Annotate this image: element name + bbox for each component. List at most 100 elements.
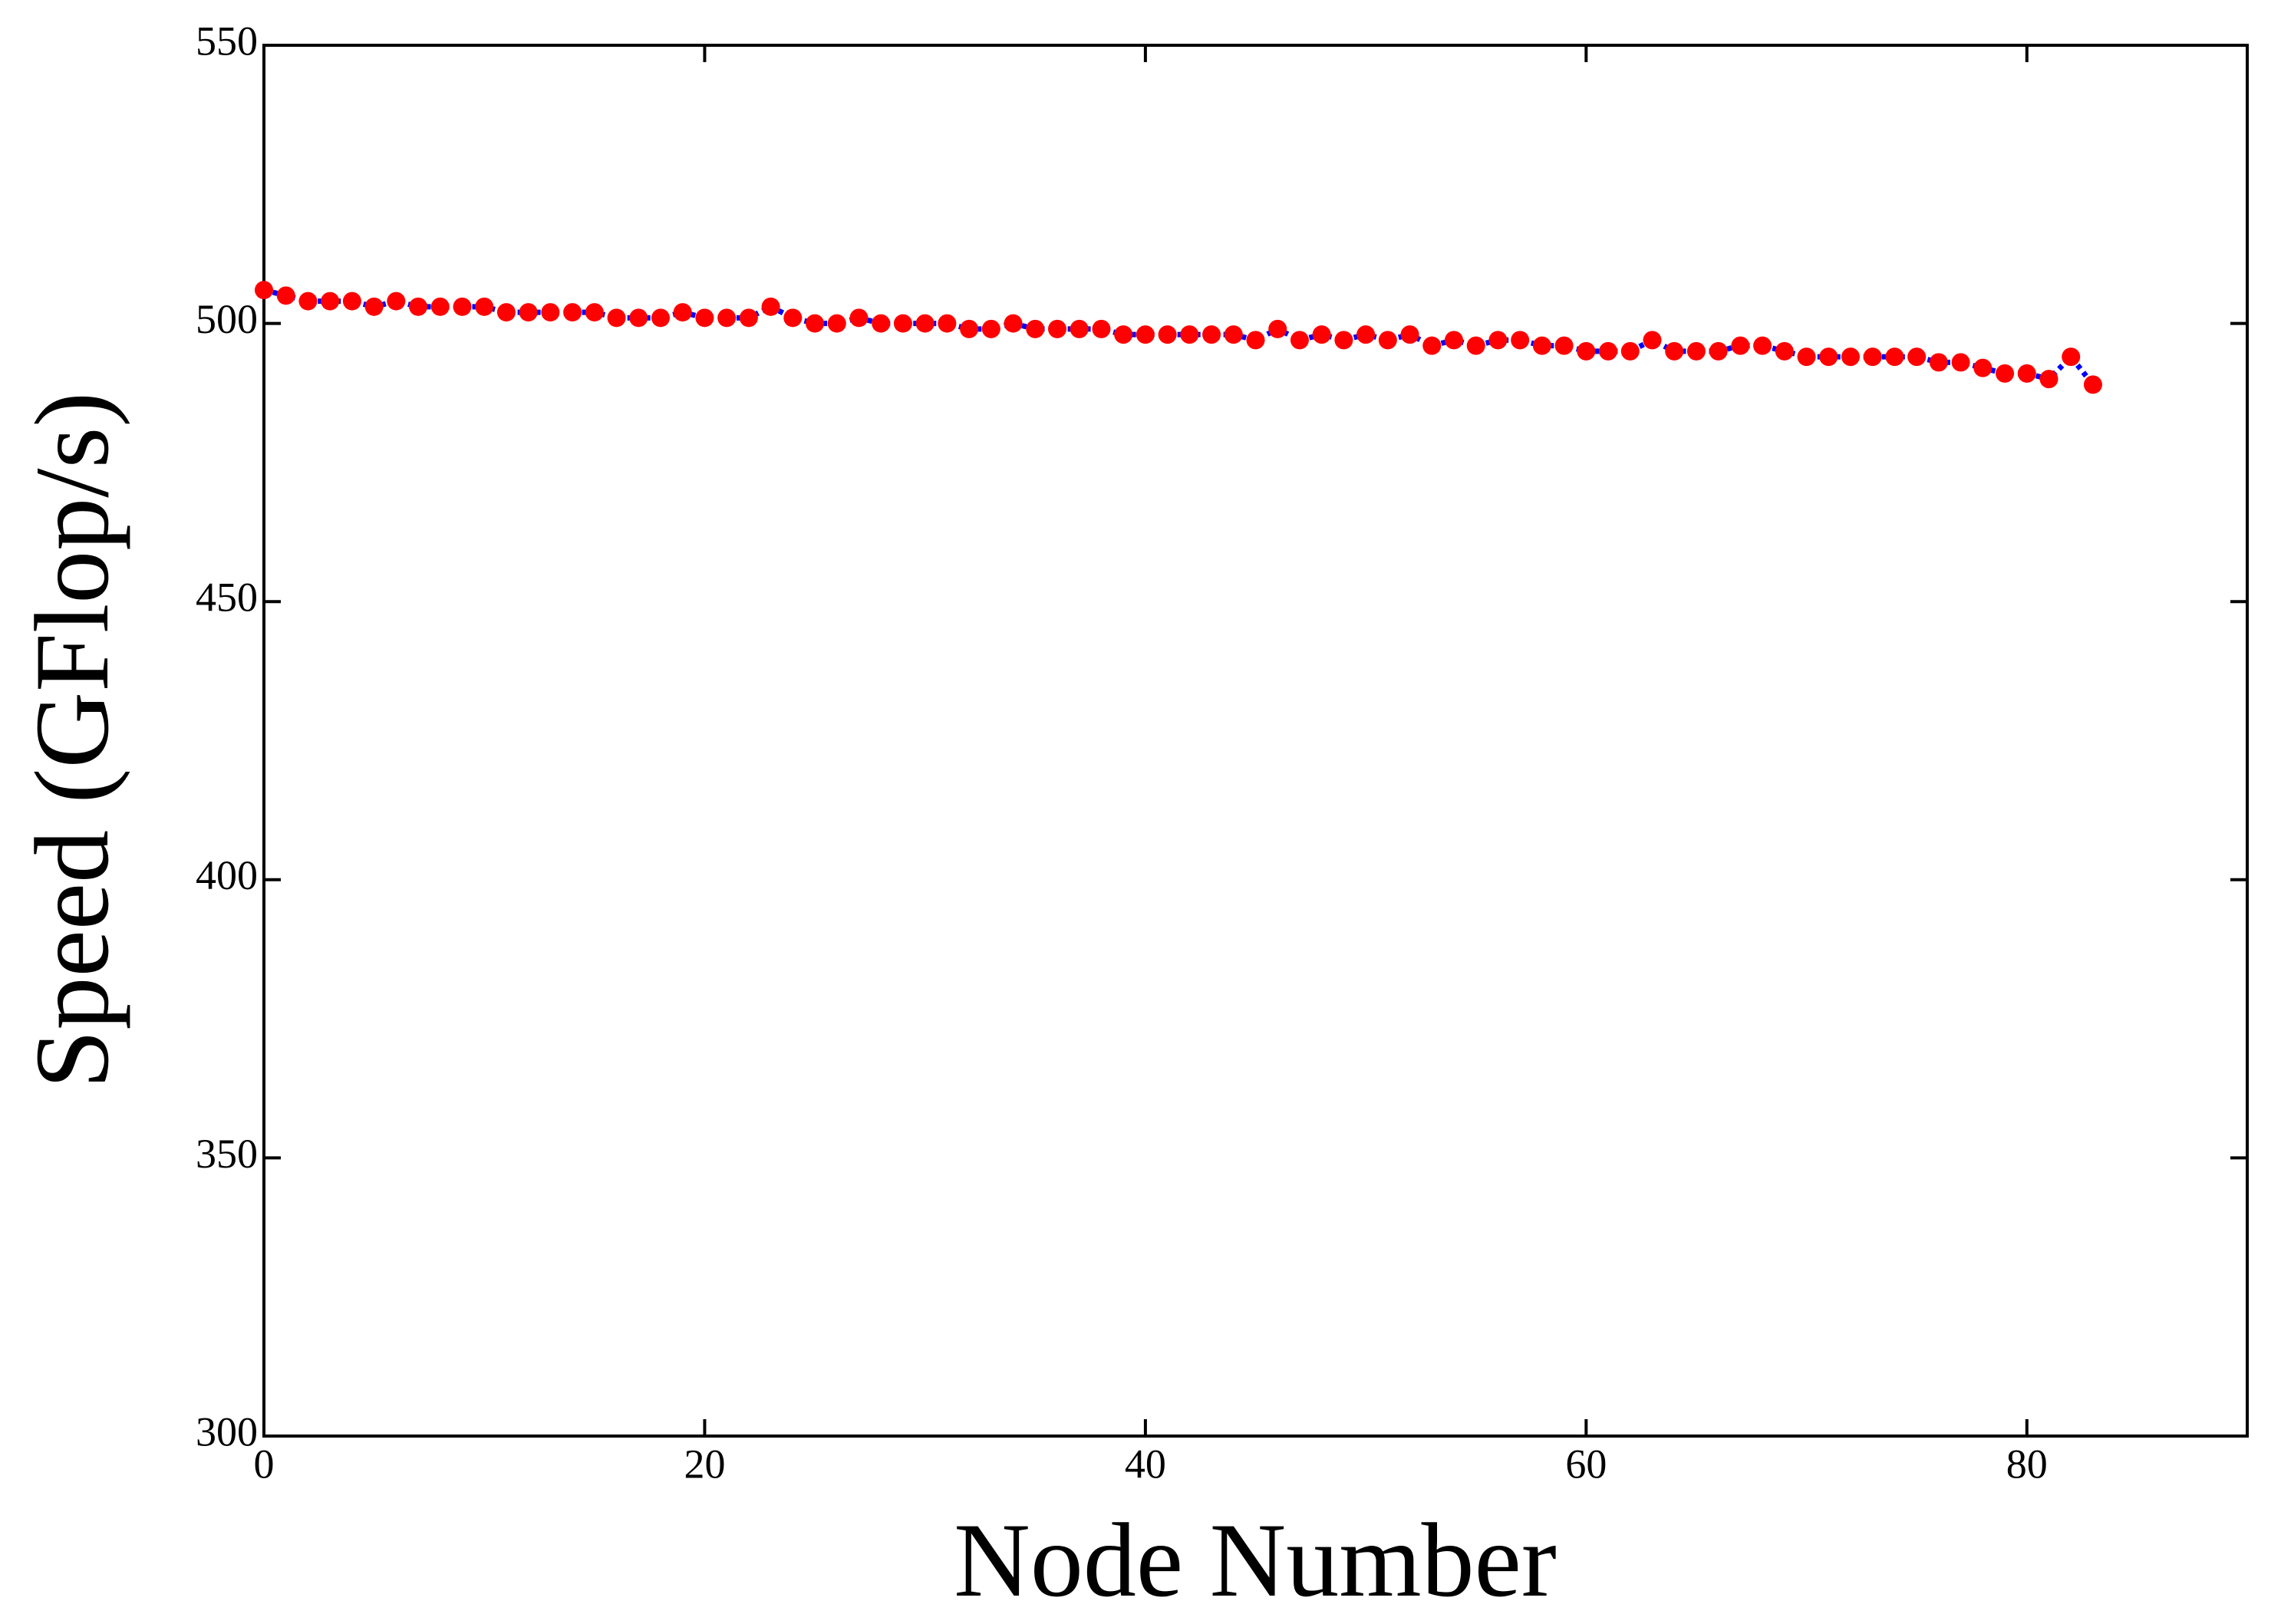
data-point <box>2017 364 2036 383</box>
data-point <box>1114 325 1133 344</box>
data-point <box>1511 331 1530 350</box>
data-point <box>1929 353 1948 372</box>
data-point <box>1686 341 1706 361</box>
y-tick-label: 400 <box>196 852 258 898</box>
data-point <box>960 319 979 338</box>
data-point <box>607 308 626 328</box>
data-point <box>2062 348 2081 367</box>
plot-frame <box>262 44 2249 1438</box>
data-point <box>1841 348 1860 367</box>
x-tick-label: 60 <box>1565 1441 1607 1487</box>
data-point <box>827 314 846 333</box>
data-point <box>2083 375 2102 394</box>
data-point <box>1356 325 1376 344</box>
data-point <box>1246 331 1265 350</box>
data-point <box>1996 364 2015 383</box>
data-point <box>739 308 758 328</box>
data-point <box>1224 325 1243 344</box>
data-point <box>938 314 957 333</box>
data-point <box>276 286 295 305</box>
data-point <box>1819 348 1838 367</box>
data-point <box>1907 348 1927 367</box>
data-point <box>1577 341 1596 361</box>
y-axis-title: Speed (GFlop/s) <box>13 392 130 1089</box>
data-point <box>364 297 384 316</box>
data-point <box>849 308 869 328</box>
data-point <box>430 297 450 316</box>
data-point <box>453 297 472 316</box>
data-point <box>541 303 560 322</box>
data-point <box>783 308 803 328</box>
data-point <box>629 308 648 328</box>
data-point <box>1885 348 1904 367</box>
x-tick-label: 0 <box>254 1441 275 1487</box>
data-point <box>496 303 516 322</box>
y-tick-label: 450 <box>196 575 258 621</box>
data-point <box>1599 341 1618 361</box>
data-point <box>761 297 780 316</box>
data-point <box>1202 325 1221 344</box>
data-point <box>1445 331 1463 350</box>
data-point <box>1620 341 1640 361</box>
data-point <box>893 314 912 333</box>
data-point <box>695 308 714 328</box>
data-point <box>981 319 1000 338</box>
y-tick-label: 350 <box>196 1131 258 1177</box>
data-point <box>1268 319 1287 338</box>
x-tick-label: 80 <box>2006 1441 2048 1487</box>
data-line <box>263 287 2095 387</box>
data-point <box>1665 341 1684 361</box>
data-point <box>1554 336 1574 355</box>
data-point <box>1004 314 1023 333</box>
data-point <box>1488 331 1508 350</box>
data-point <box>475 297 494 316</box>
data-point <box>1951 353 1970 372</box>
data-point <box>651 308 670 328</box>
data-point <box>563 303 582 322</box>
data-point <box>1731 336 1750 355</box>
data-point <box>342 292 361 311</box>
data-point <box>1863 348 1882 367</box>
data-point <box>1753 336 1772 355</box>
data-point <box>1290 331 1309 350</box>
data-point <box>1973 358 1993 377</box>
data-point <box>387 292 406 311</box>
y-tick-label: 550 <box>196 18 258 64</box>
data-point <box>1797 348 1816 367</box>
data-point <box>1643 331 1662 350</box>
data-point <box>1092 319 1111 338</box>
data-point <box>2039 370 2059 389</box>
data-point <box>585 303 604 322</box>
data-point <box>806 314 825 333</box>
data-point <box>1334 331 1353 350</box>
x-tick-label: 40 <box>1125 1441 1166 1487</box>
data-point <box>1378 331 1397 350</box>
data-point <box>1400 325 1419 344</box>
data-point <box>1466 336 1485 355</box>
data-point <box>1709 341 1728 361</box>
data-point <box>1180 325 1199 344</box>
x-axis-title: Node Number <box>954 1501 1557 1619</box>
data-point <box>1775 341 1794 361</box>
x-tick-label: 20 <box>684 1441 725 1487</box>
data-point <box>1136 325 1155 344</box>
data-point <box>1422 336 1442 355</box>
data-point <box>1048 319 1066 338</box>
data-point <box>1312 325 1331 344</box>
data-point <box>1026 319 1045 338</box>
data-point <box>872 314 891 333</box>
y-tick-label: 300 <box>196 1408 258 1454</box>
data-point <box>1158 325 1177 344</box>
data-point <box>915 314 934 333</box>
data-point <box>409 297 428 316</box>
data-point <box>298 292 318 311</box>
y-tick-label: 500 <box>196 296 258 342</box>
data-point <box>321 292 340 311</box>
data-point <box>519 303 538 322</box>
data-point <box>1070 319 1089 338</box>
data-point <box>673 303 692 322</box>
data-point <box>1532 336 1551 355</box>
data-point <box>717 308 737 328</box>
